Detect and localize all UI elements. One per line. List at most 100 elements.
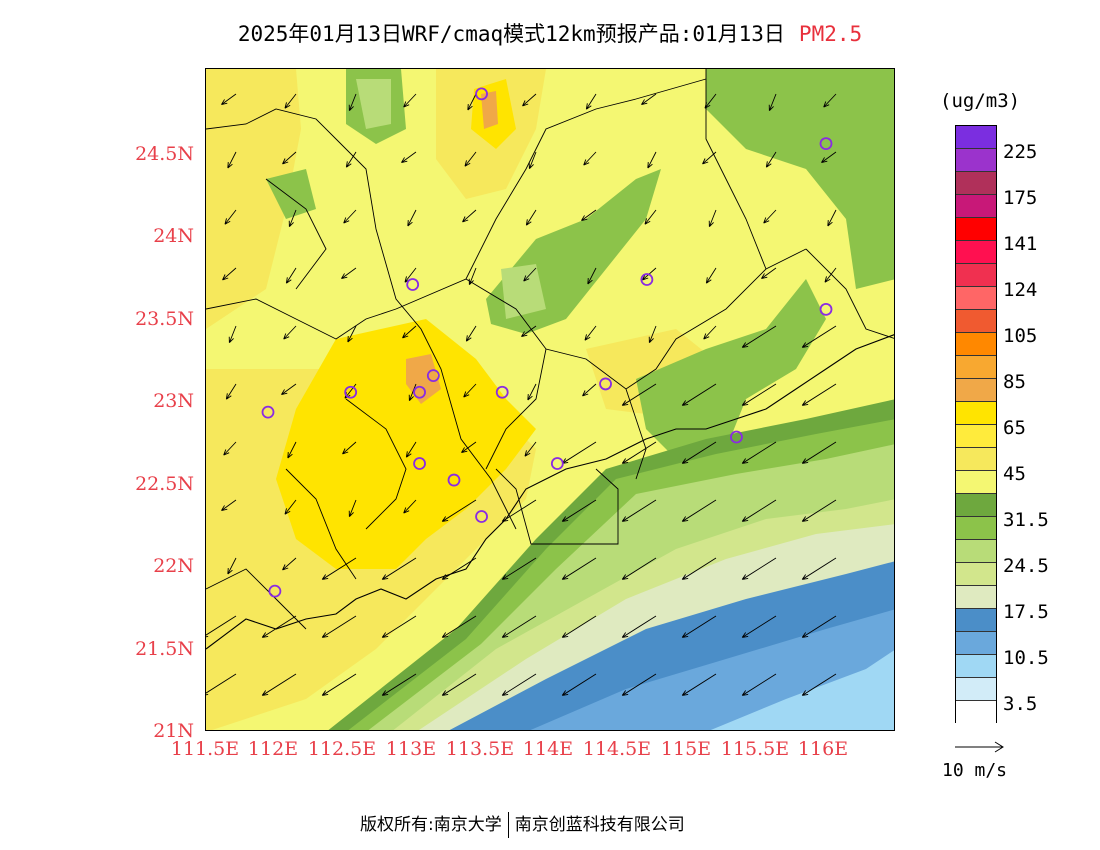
wind-arrow — [403, 93, 417, 108]
colorbar-swatch — [956, 448, 996, 471]
lat-tick-label: 21.5N — [135, 638, 194, 660]
wind-arrow — [522, 93, 537, 107]
lon-tick-label: 116E — [797, 738, 849, 760]
wind-arrow — [741, 557, 777, 580]
colorbar-label: 85 — [1003, 371, 1026, 393]
wind-arrow — [401, 151, 417, 164]
colorbar-label: 31.5 — [1003, 509, 1049, 531]
wind-arrow — [821, 151, 837, 164]
wind-arrow — [827, 209, 837, 227]
station-marker — [495, 385, 509, 399]
wind-arrow — [381, 557, 417, 580]
wind-arrow — [768, 93, 777, 112]
colorbar-swatch — [956, 333, 996, 356]
wind-arrow — [347, 325, 357, 343]
wind-arrow — [801, 441, 837, 464]
lon-tick-label: 112E — [247, 738, 299, 760]
wind-arrow — [341, 267, 357, 280]
colorbar-label: 175 — [1003, 187, 1038, 209]
station-marker — [819, 137, 833, 150]
lat-tick-label: 24.5N — [135, 143, 194, 165]
station-markers — [261, 87, 833, 598]
colorbar-swatch — [956, 494, 996, 517]
colorbar-swatch — [956, 310, 996, 333]
colorbar-swatch — [956, 356, 996, 379]
footer-separator — [507, 812, 509, 838]
wind-arrow — [641, 93, 657, 106]
wind-arrow — [287, 441, 297, 459]
wind-arrow — [648, 325, 657, 344]
wind-arrow — [283, 325, 297, 340]
colorbar-swatch — [956, 149, 996, 172]
wind-arrow — [741, 441, 777, 464]
station-marker — [413, 457, 426, 470]
wind-arrow — [405, 441, 417, 458]
wind-arrow — [801, 557, 837, 580]
wind-arrow — [801, 325, 837, 348]
colorbar-swatch — [956, 655, 996, 678]
station-marker — [550, 457, 564, 470]
station-marker — [406, 278, 420, 291]
station-marker — [268, 584, 282, 598]
colorbar-swatch — [956, 287, 996, 310]
station-marker — [599, 377, 612, 391]
lat-tick-label: 24N — [153, 225, 194, 247]
wind-arrow — [206, 615, 237, 638]
wind-arrow — [801, 499, 837, 522]
station-marker — [475, 87, 488, 101]
station-marker — [447, 473, 461, 487]
wind-arrow — [225, 383, 237, 400]
wind-arrow — [741, 499, 777, 522]
wind-arrow — [561, 557, 597, 580]
wind-arrow — [501, 673, 537, 696]
lat-tick-label: 21N — [153, 720, 194, 742]
wind-arrow — [525, 209, 537, 226]
colorbar-swatch — [956, 678, 996, 701]
wind-arrow — [708, 209, 717, 228]
wind-arrow — [467, 93, 477, 111]
wind-arrow — [801, 383, 837, 406]
colorbar-swatch — [956, 218, 996, 241]
wind-arrow — [321, 615, 357, 638]
wind-arrow — [261, 615, 297, 638]
wind-arrow — [583, 151, 597, 166]
wind-arrow — [524, 441, 537, 457]
wind-arrow — [282, 557, 297, 571]
colorbar-label: 105 — [1003, 325, 1038, 347]
zone-green-e — [636, 279, 826, 459]
lat-tick-label: 22N — [153, 555, 194, 577]
station-marker — [730, 430, 743, 444]
colorbar-swatch — [956, 379, 996, 402]
wind-arrow — [348, 499, 357, 518]
lon-tick-label: 114.5E — [582, 738, 652, 760]
colorbar-swatch — [956, 425, 996, 448]
wind-reference-arrow — [955, 741, 1004, 753]
wind-arrow — [462, 209, 477, 223]
lon-tick-label: 115.5E — [720, 738, 790, 760]
colorbar-swatch — [956, 517, 996, 540]
wind-arrow — [801, 673, 837, 696]
colorbar-label: 141 — [1003, 233, 1038, 255]
chart-title: 2025年01月13日WRF/cmaq模式12km预报产品:01月13日 PM2.… — [0, 18, 1100, 48]
wind-arrow — [681, 441, 717, 464]
lon-tick-label: 113.5E — [445, 738, 515, 760]
wind-arrow — [348, 93, 357, 112]
wind-arrow — [621, 557, 657, 580]
station-marker — [344, 385, 358, 399]
wind-arrow — [224, 209, 237, 225]
partner-text: 南京创蓝科技有限公司 — [514, 815, 685, 835]
wind-arrow — [582, 383, 597, 397]
station-marker — [640, 273, 654, 286]
wind-arrow — [561, 615, 597, 638]
colorbar-swatch — [956, 471, 996, 494]
wind-arrow — [285, 267, 297, 284]
wind-arrow — [765, 151, 777, 168]
wind-arrow — [223, 441, 237, 456]
wind-arrow — [621, 441, 657, 464]
wind-arrow — [741, 615, 777, 638]
wind-arrow — [441, 557, 477, 580]
colorbar — [955, 125, 997, 724]
wind-arrow — [441, 499, 477, 522]
zone-lightgreen-b — [356, 79, 391, 129]
wind-arrow — [528, 151, 537, 170]
